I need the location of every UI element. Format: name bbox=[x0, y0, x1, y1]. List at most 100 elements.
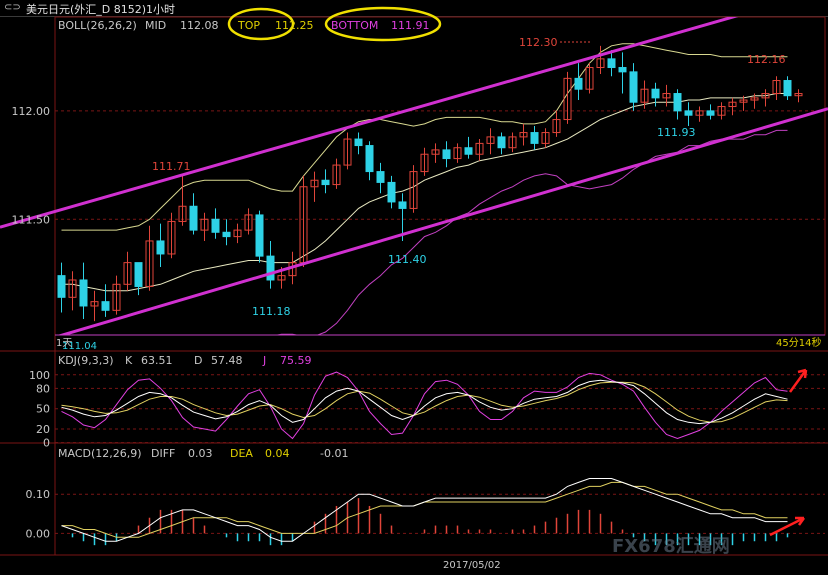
candle-body bbox=[607, 58, 616, 69]
candle-body bbox=[123, 262, 132, 285]
candle-body bbox=[233, 229, 242, 238]
kdj-up-arrow bbox=[788, 368, 808, 393]
macd-diff-value: 0.03 bbox=[188, 447, 213, 460]
candle-body bbox=[255, 214, 264, 257]
annotation-high-2: 112.30 bbox=[519, 36, 558, 49]
candle-body bbox=[596, 58, 605, 69]
candle-body bbox=[442, 149, 451, 160]
candlestick-series[interactable] bbox=[57, 45, 803, 322]
kdj-tick-label: 80 bbox=[36, 382, 50, 395]
annotation-low-2: 111.40 bbox=[388, 253, 427, 266]
annotation-low-4: 111.04 bbox=[62, 341, 97, 352]
candle-body bbox=[508, 136, 517, 149]
channel-lower-line bbox=[57, 107, 828, 335]
candle-body bbox=[57, 275, 66, 298]
candle-body bbox=[761, 93, 770, 99]
candle-body bbox=[728, 101, 737, 108]
candle-body bbox=[376, 171, 385, 183]
candle-body bbox=[101, 301, 110, 311]
kdj-d-value: 57.48 bbox=[211, 354, 243, 367]
candle-body bbox=[750, 97, 759, 101]
chart-switch-icon[interactable]: ⊂⊃ bbox=[4, 2, 21, 13]
candle-body bbox=[662, 93, 671, 99]
macd-value: -0.01 bbox=[320, 447, 348, 460]
bollinger-bands bbox=[61, 43, 788, 335]
candle-body bbox=[541, 132, 550, 144]
candle-body bbox=[783, 80, 792, 97]
kdj-tick-label: 50 bbox=[36, 403, 50, 416]
candle-body bbox=[673, 93, 682, 112]
kdj-j-label: J bbox=[262, 354, 266, 367]
candle-body bbox=[464, 147, 473, 155]
watermark-text: FX678汇通网 bbox=[612, 536, 730, 557]
candle-body bbox=[266, 255, 275, 281]
candle-body bbox=[90, 301, 99, 307]
candle-body bbox=[574, 77, 583, 90]
candle-body bbox=[167, 220, 176, 255]
candle-body bbox=[453, 147, 462, 160]
candle-body bbox=[409, 171, 418, 209]
candle-body bbox=[145, 240, 154, 287]
candle-body bbox=[354, 138, 363, 147]
boll-lower-line bbox=[274, 129, 788, 335]
candle-body bbox=[629, 71, 638, 103]
candle-body bbox=[684, 110, 693, 116]
price-panel-frame bbox=[54, 16, 826, 336]
kdj-series bbox=[61, 371, 788, 440]
kdj-j-value: 75.59 bbox=[280, 354, 312, 367]
boll-mid-value: 112.08 bbox=[180, 19, 219, 32]
kdj-j-line bbox=[61, 371, 788, 440]
candle-body bbox=[486, 136, 495, 144]
price-tick-label: 111.50 bbox=[12, 213, 51, 226]
annotation-low-3: 111.18 bbox=[252, 305, 291, 318]
kdj-k-value: 63.51 bbox=[141, 354, 173, 367]
candle-body bbox=[211, 218, 220, 233]
candle-body bbox=[706, 110, 715, 116]
boll-bottom-value: 111.91 bbox=[391, 19, 430, 32]
kdj-d-line bbox=[61, 381, 788, 423]
candle-body bbox=[112, 283, 121, 311]
candle-body bbox=[420, 153, 429, 173]
candle-body bbox=[794, 93, 803, 97]
candle-body bbox=[189, 205, 198, 231]
boll-indicator-label: BOLL(26,26,2) bbox=[58, 19, 137, 32]
kdj-tick-label: 20 bbox=[36, 423, 50, 436]
candle-body bbox=[585, 67, 594, 90]
candle-body bbox=[398, 201, 407, 209]
candle-body bbox=[552, 119, 561, 134]
boll-top-value: 112.25 bbox=[275, 19, 314, 32]
trend-channel bbox=[0, 17, 828, 335]
grid-lines bbox=[55, 110, 825, 534]
macd-diff-line bbox=[61, 478, 788, 542]
period-label: 1天 bbox=[56, 338, 72, 349]
candle-body bbox=[431, 149, 440, 155]
channel-upper-line bbox=[0, 17, 739, 229]
macd-dea-label: DEA bbox=[230, 447, 253, 460]
candle-body bbox=[222, 231, 231, 238]
candle-body bbox=[640, 88, 649, 103]
candle-body bbox=[310, 179, 319, 188]
candle-body bbox=[618, 67, 627, 73]
candle-body bbox=[277, 275, 286, 281]
candle-body bbox=[695, 110, 704, 116]
candle-body bbox=[178, 205, 187, 222]
macd-indicator-label: MACD(12,26,9) bbox=[58, 447, 142, 460]
macd-dea-line bbox=[61, 481, 788, 538]
candle-body bbox=[343, 138, 352, 166]
candle-body bbox=[200, 218, 209, 231]
candle-body bbox=[519, 132, 528, 138]
boll-mid-label: MID bbox=[145, 19, 166, 32]
candle-body bbox=[717, 106, 726, 116]
annotation-low-1: 111.93 bbox=[657, 126, 696, 139]
boll-top-label: TOP bbox=[237, 19, 260, 32]
candle-body bbox=[739, 99, 748, 103]
candle-body bbox=[365, 145, 374, 173]
macd-tick-label: 0.00 bbox=[26, 527, 51, 540]
boll-bottom-label: BOTTOM bbox=[331, 19, 378, 32]
candle-body bbox=[321, 179, 330, 186]
candle-body bbox=[68, 279, 77, 298]
window-title: 美元日元(外汇_D 8152)1小时 bbox=[26, 3, 176, 16]
top-highlight-circle bbox=[227, 7, 295, 41]
